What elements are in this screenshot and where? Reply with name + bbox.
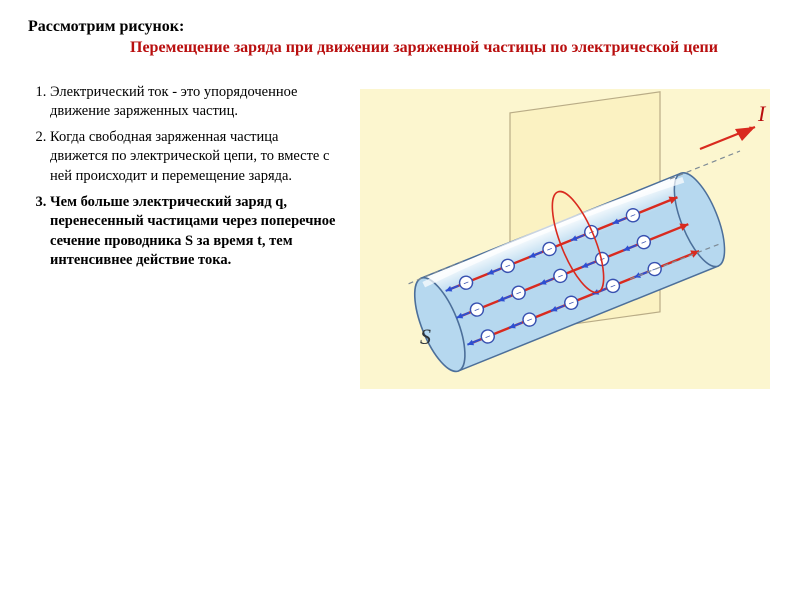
diagram-column: −−−−−−−−−−−−−−−IS (350, 83, 780, 389)
point-item: Чем больше электрический заряд q, перене… (50, 193, 338, 271)
point-item: Когда свободная заряженная частица движе… (50, 128, 338, 187)
content-row: Электрический ток - это упорядоченное дв… (28, 83, 780, 389)
diagram: −−−−−−−−−−−−−−−IS (360, 89, 770, 389)
point-item: Электрический ток - это упорядоченное дв… (50, 83, 338, 122)
main-title: Перемещение заряда при движении заряженн… (88, 38, 760, 59)
diagram-svg: −−−−−−−−−−−−−−−IS (360, 89, 770, 389)
title-lead: Рассмотрим рисунок: (28, 18, 780, 36)
text-column: Электрический ток - это упорядоченное дв… (28, 83, 338, 277)
points-list: Электрический ток - это упорядоченное дв… (28, 83, 338, 271)
svg-text:S: S (420, 324, 431, 349)
